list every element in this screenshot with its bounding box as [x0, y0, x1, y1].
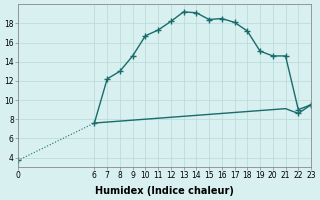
- X-axis label: Humidex (Indice chaleur): Humidex (Indice chaleur): [95, 186, 234, 196]
